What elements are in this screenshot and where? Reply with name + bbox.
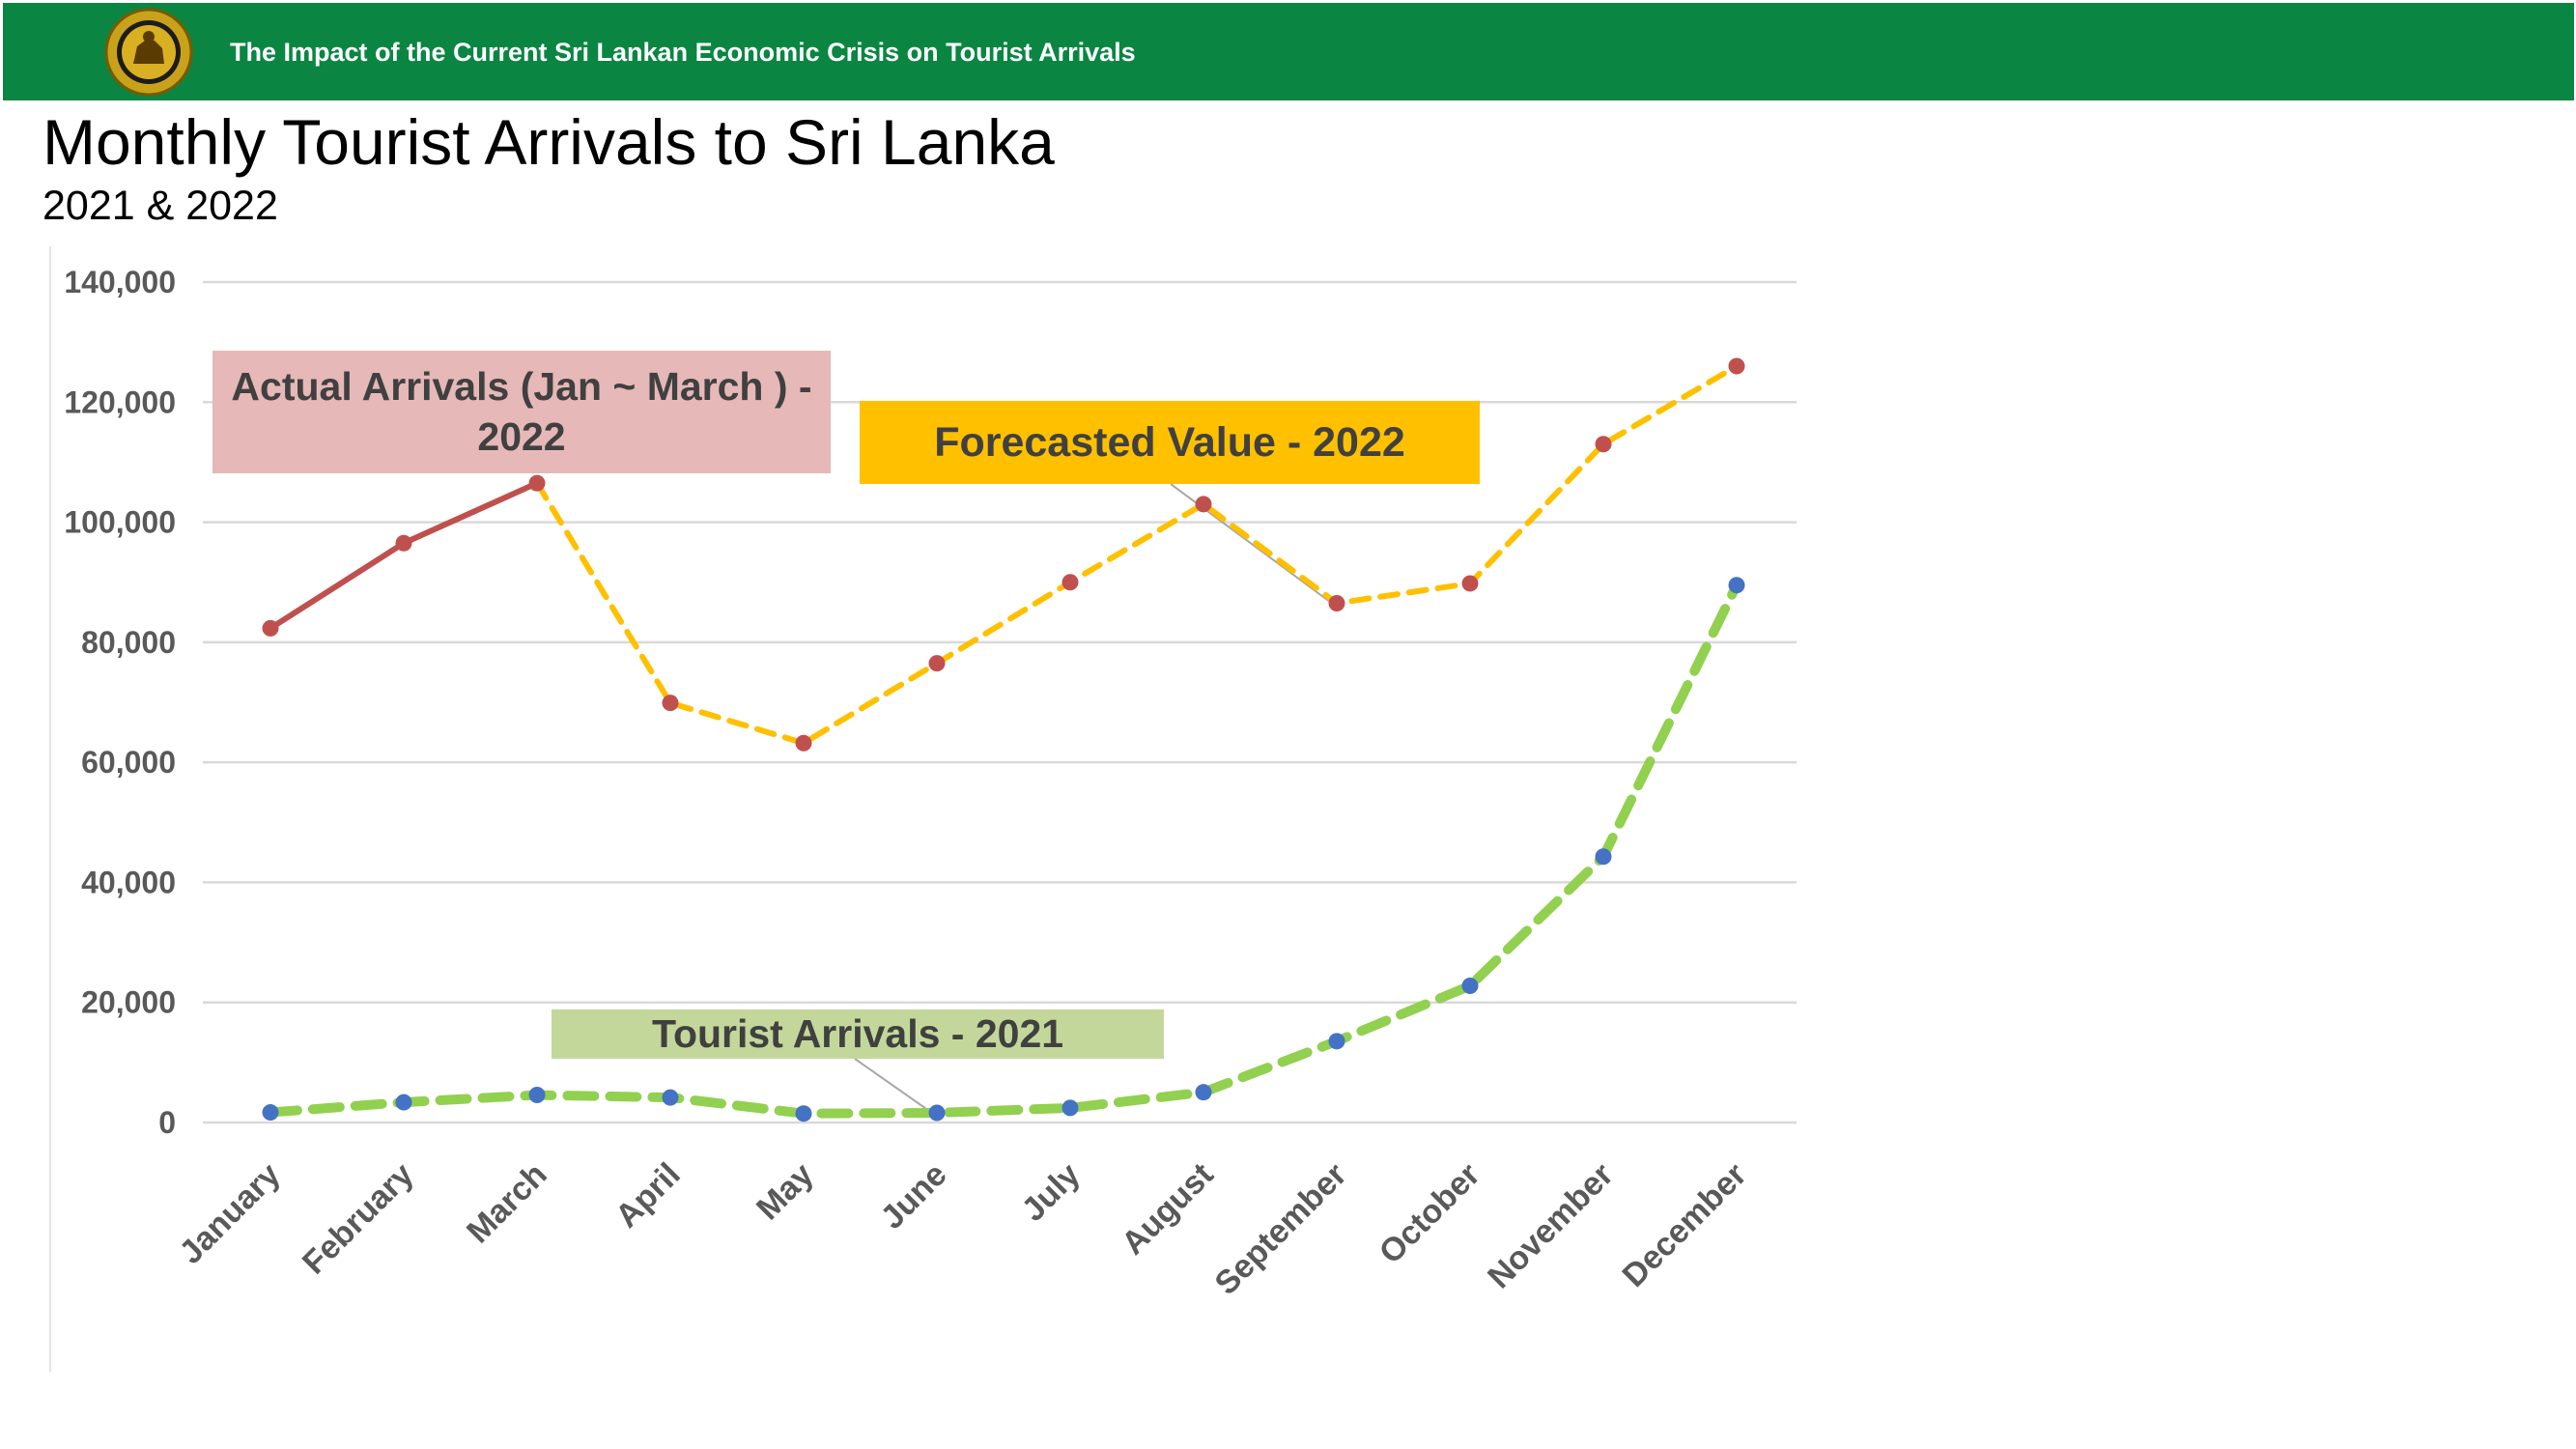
data-point-actual_2022 (528, 474, 546, 492)
series-markers (262, 357, 1745, 1122)
data-point-forecast_2022 (662, 695, 679, 712)
data-point-arrivals_2021 (1195, 1084, 1212, 1101)
data-point-arrivals_2021 (795, 1105, 812, 1122)
callout-actual-arrivals-2022: Actual Arrivals (Jan ~ March ) - 2022 (212, 351, 831, 473)
y-tick-label: 140,000 (64, 265, 176, 299)
divider (49, 246, 51, 1372)
data-point-forecast_2022 (1062, 574, 1079, 591)
gridlines (203, 280, 1797, 1124)
data-point-forecast_2022 (1461, 575, 1479, 592)
data-point-arrivals_2021 (1328, 1033, 1345, 1050)
y-tick-label: 100,000 (64, 505, 176, 540)
data-point-forecast_2022 (1328, 594, 1345, 611)
data-point-arrivals_2021 (928, 1104, 946, 1122)
data-point-arrivals_2021 (662, 1089, 679, 1106)
data-point-forecast_2022 (795, 734, 812, 752)
x-tick-label: July (1015, 1156, 1088, 1229)
x-tick-label: September (1208, 1156, 1354, 1302)
data-point-forecast_2022 (1595, 436, 1612, 453)
x-axis-labels: January February March April May June July Augu… (173, 1156, 1754, 1302)
data-point-arrivals_2021 (1461, 977, 1479, 994)
x-tick-label: November (1481, 1156, 1620, 1295)
x-tick-label: January (173, 1156, 288, 1271)
data-point-arrivals_2021 (395, 1094, 412, 1111)
header-banner: The Impact of the Current Sri Lankan Eco… (3, 3, 2574, 100)
y-tick-label: 80,000 (81, 625, 176, 660)
x-tick-label: December (1616, 1156, 1754, 1294)
data-point-forecast_2022 (1195, 496, 1212, 513)
data-point-arrivals_2021 (1062, 1099, 1079, 1117)
y-tick-label: 0 (158, 1105, 176, 1140)
data-point-arrivals_2021 (528, 1087, 546, 1104)
y-tick-label: 20,000 (81, 985, 176, 1020)
y-tick-label: 40,000 (81, 865, 176, 899)
x-tick-label: May (750, 1156, 821, 1228)
banner-title: The Impact of the Current Sri Lankan Eco… (230, 38, 1136, 67)
data-point-arrivals_2021 (262, 1104, 279, 1122)
page-subtitle: 2021 & 2022 (42, 183, 278, 229)
page-title: Monthly Tourist Arrivals to Sri Lanka (42, 106, 1055, 178)
data-point-forecast_2022 (928, 655, 946, 672)
x-tick-label: August (1115, 1156, 1221, 1263)
x-tick-label: February (296, 1156, 421, 1282)
y-axis-ticks: 0 20,000 40,000 60,000 80,000 100,000 120,000 1… (64, 265, 176, 1140)
callout-arrivals-2021: Tourist Arrivals - 2021 (552, 1009, 1164, 1059)
data-point-forecast_2022 (1728, 357, 1745, 375)
callout-leader-line (854, 1058, 930, 1112)
x-tick-label: October (1373, 1156, 1487, 1271)
x-tick-label: April (609, 1156, 688, 1236)
series-line-arrivals_2021 (266, 580, 1741, 1119)
data-point-arrivals_2021 (1728, 577, 1745, 594)
data-point-actual_2022 (395, 534, 412, 552)
data-point-arrivals_2021 (1595, 848, 1612, 866)
y-tick-label: 120,000 (64, 384, 176, 419)
x-tick-label: June (874, 1156, 954, 1236)
series-line-forecast_2022 (534, 363, 1740, 747)
x-tick-label: March (460, 1156, 554, 1251)
y-tick-label: 60,000 (81, 745, 176, 780)
callout-forecast-2022: Forecasted Value - 2022 (860, 401, 1480, 484)
central-bank-seal-icon (104, 8, 193, 97)
series-line-actual_2022 (268, 480, 540, 632)
data-point-actual_2022 (262, 619, 279, 637)
